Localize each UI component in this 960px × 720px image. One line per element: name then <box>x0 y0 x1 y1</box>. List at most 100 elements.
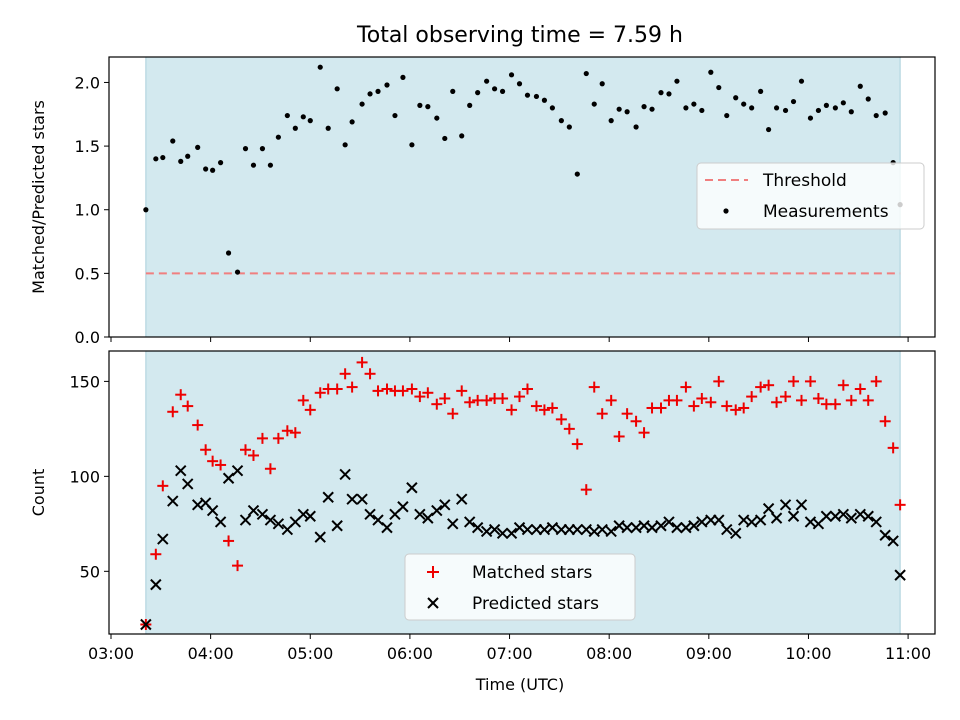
matched-star-point <box>215 459 227 471</box>
x-tick-label: 03:00 <box>88 644 134 663</box>
x-axis-label: Time (UTC) <box>475 675 564 694</box>
predicted-star-point <box>214 516 227 528</box>
measurement-point <box>450 88 456 94</box>
matched-star-point <box>879 415 891 427</box>
matched-star-point <box>364 368 376 380</box>
measurement-point <box>798 78 805 84</box>
x-tick-label: 08:00 <box>586 644 632 663</box>
predicted-star-point <box>845 512 858 524</box>
predicted-star-point <box>795 499 808 511</box>
measurement-point <box>583 70 589 77</box>
measurement-point <box>284 112 290 119</box>
matched-star-point <box>696 392 708 404</box>
ratio-legend: Threshold Measurements <box>696 162 925 230</box>
predicted-star-point <box>456 493 468 505</box>
matched-star-point <box>571 438 583 450</box>
predicted-star-point <box>471 521 484 534</box>
matched-star-point <box>755 381 767 393</box>
x-tick-label: 11:00 <box>885 644 931 663</box>
measurement-point <box>178 158 184 164</box>
measurement-point <box>375 88 381 94</box>
measurement-point <box>649 106 655 112</box>
measurement-point <box>558 118 564 124</box>
ratio-legend-box <box>696 162 925 230</box>
predicted-star-point <box>140 618 152 631</box>
predicted-star-point <box>206 504 219 517</box>
legend-measurements-label: Measurements <box>763 202 889 222</box>
predicted-star-point <box>239 514 252 526</box>
measurement-point <box>250 162 257 168</box>
predicted-star-point <box>762 502 775 515</box>
predicted-star-point <box>621 521 633 534</box>
matched-star-point <box>671 394 683 406</box>
predicted-star-point <box>496 527 509 540</box>
y-tick-label: 0.5 <box>75 264 100 283</box>
measurement-point <box>608 118 614 124</box>
predicted-star-point <box>870 516 882 528</box>
y-tick-label: 100 <box>69 467 100 486</box>
measurement-point <box>533 93 540 100</box>
measurement-point <box>425 104 431 110</box>
measurement-point <box>857 83 863 89</box>
matched-star-point <box>746 391 758 403</box>
measurement-point <box>349 119 355 125</box>
legend-measurements-swatch <box>723 208 729 214</box>
measurement-point <box>616 106 622 112</box>
predicted-star-point <box>505 527 518 540</box>
matched-star-point <box>232 560 244 572</box>
predicted-star-point <box>745 516 758 528</box>
matched-star-point <box>795 394 807 406</box>
y-tick-label: 1.5 <box>75 137 100 156</box>
matched-star-point <box>763 379 775 391</box>
measurement-point <box>666 91 672 97</box>
matched-star-point <box>538 404 550 416</box>
measurement-point <box>400 74 406 80</box>
measurement-point <box>292 125 298 131</box>
measurement-point <box>143 207 149 213</box>
measurement-point <box>153 156 159 162</box>
matched-star-point <box>175 389 187 401</box>
matched-star-point <box>588 381 600 393</box>
measurement-point <box>359 101 365 107</box>
matched-star-point <box>621 408 633 420</box>
matched-star-point <box>289 427 301 439</box>
predicted-star-point <box>331 520 343 532</box>
matched-star-point <box>200 444 212 456</box>
measurement-point <box>724 112 730 119</box>
predicted-star-point <box>247 504 260 517</box>
matched-star-point <box>546 402 558 414</box>
measurement-point <box>599 81 605 87</box>
predicted-star-point <box>256 508 269 521</box>
measurement-point <box>733 95 739 101</box>
matched-star-point <box>447 408 459 420</box>
measurement-point <box>242 146 249 152</box>
predicted-star-point <box>770 512 783 524</box>
measurement-point <box>566 124 572 130</box>
matched-star-point <box>655 402 667 414</box>
measurement-point <box>459 133 465 139</box>
measurement-point <box>716 84 722 91</box>
measurement-point <box>782 107 789 114</box>
matched-star-point <box>613 430 625 442</box>
predicted-star-point <box>381 521 393 534</box>
measurement-point <box>275 134 281 140</box>
measurement-point <box>708 69 714 75</box>
measurement-point <box>234 269 241 275</box>
predicted-star-point <box>314 531 326 543</box>
measurement-point <box>865 96 871 102</box>
predicted-star-point <box>364 508 376 521</box>
matched-star-point <box>870 375 882 387</box>
matched-star-point <box>780 391 792 403</box>
ratio-y-axis-label: Matched/Predicted stars <box>29 100 48 294</box>
matched-star-point <box>829 398 841 410</box>
matched-star-point <box>339 368 351 380</box>
chart-title: Total observing time = 7.59 h <box>356 23 683 48</box>
predicted-star-point <box>322 491 334 503</box>
matched-star-point <box>521 383 533 395</box>
predicted-star-point <box>787 510 800 522</box>
matched-star-point <box>862 394 874 406</box>
measurement-point <box>225 250 232 256</box>
predicted-star-point <box>397 501 409 513</box>
matched-star-point <box>854 383 866 395</box>
